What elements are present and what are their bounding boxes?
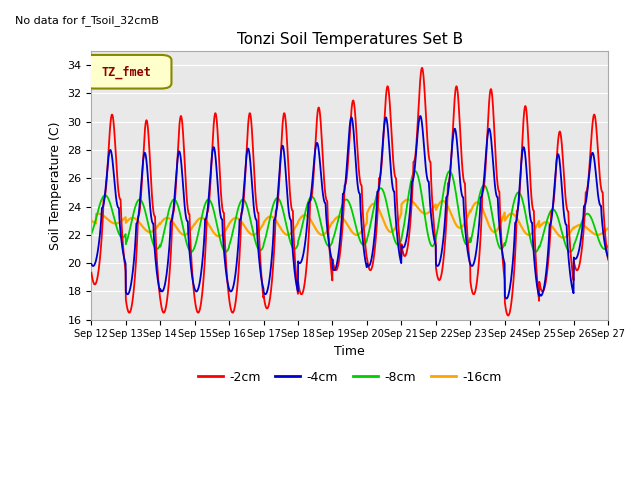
Text: No data for f_Tsoil_32cmB: No data for f_Tsoil_32cmB — [15, 15, 159, 26]
Bar — [92, 93, 608, 121]
Bar — [92, 235, 608, 263]
Bar — [92, 51, 608, 65]
X-axis label: Time: Time — [334, 345, 365, 358]
Bar — [92, 121, 608, 150]
Bar — [92, 291, 608, 320]
Bar — [92, 178, 608, 206]
Bar — [92, 65, 608, 93]
Title: Tonzi Soil Temperatures Set B: Tonzi Soil Temperatures Set B — [237, 32, 463, 47]
Bar — [92, 263, 608, 291]
Bar — [92, 150, 608, 178]
Y-axis label: Soil Temperature (C): Soil Temperature (C) — [49, 121, 62, 250]
Legend: -2cm, -4cm, -8cm, -16cm: -2cm, -4cm, -8cm, -16cm — [193, 366, 507, 389]
Bar — [92, 206, 608, 235]
Text: TZ_fmet: TZ_fmet — [102, 65, 152, 79]
FancyBboxPatch shape — [84, 55, 172, 88]
